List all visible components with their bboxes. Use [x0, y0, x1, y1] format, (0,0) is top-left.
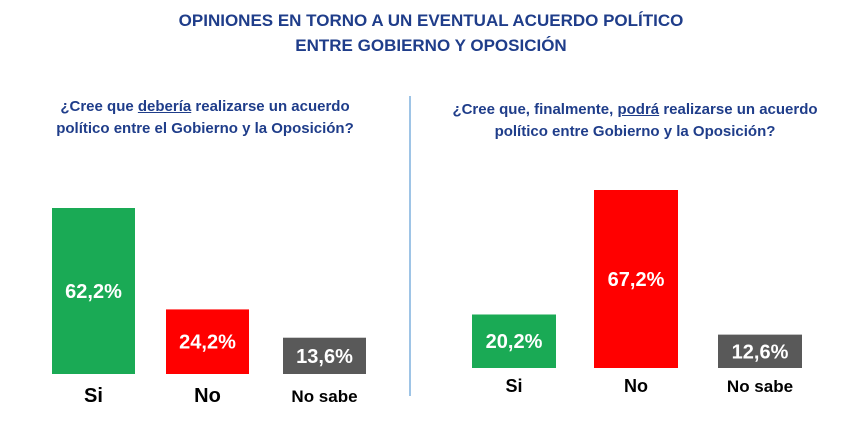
bar-1-no [166, 309, 249, 374]
category-label-1-no-sabe: No sabe [291, 387, 357, 406]
bar-1-si [52, 208, 135, 374]
value-label-1-no-sabe: 13,6% [296, 346, 353, 368]
bar-1-no-sabe [283, 337, 366, 374]
category-label-2-no: No [624, 376, 648, 396]
chart-title: OPINIONES EN TORNO A UN EVENTUAL ACUERDO… [0, 8, 862, 58]
category-label-2-si: Si [505, 376, 522, 396]
question-right: ¿Cree que, finalmente, podrá realizarse … [452, 101, 818, 140]
question-left: ¿Cree que debería realizarse un acuerdo … [56, 98, 354, 137]
bar-2-no-sabe [718, 334, 802, 368]
category-label-1-si: Si [84, 385, 103, 407]
bar-2-no [594, 190, 678, 368]
title-line-2: ENTRE GOBIERNO Y OPOSICIÓN [295, 36, 567, 55]
category-label-1-no: No [194, 385, 221, 407]
value-label-1-si: 62,2% [65, 281, 122, 303]
title-line-1: OPINIONES EN TORNO A UN EVENTUAL ACUERDO… [178, 11, 684, 30]
value-label-2-no-sabe: 12,6% [732, 341, 789, 363]
bar-2-si [472, 314, 556, 368]
value-label-1-no: 24,2% [179, 332, 236, 354]
value-label-2-si: 20,2% [486, 331, 543, 353]
value-label-2-no: 67,2% [608, 269, 665, 291]
category-label-2-no-sabe: No sabe [727, 377, 793, 396]
panel-divider [409, 96, 411, 396]
